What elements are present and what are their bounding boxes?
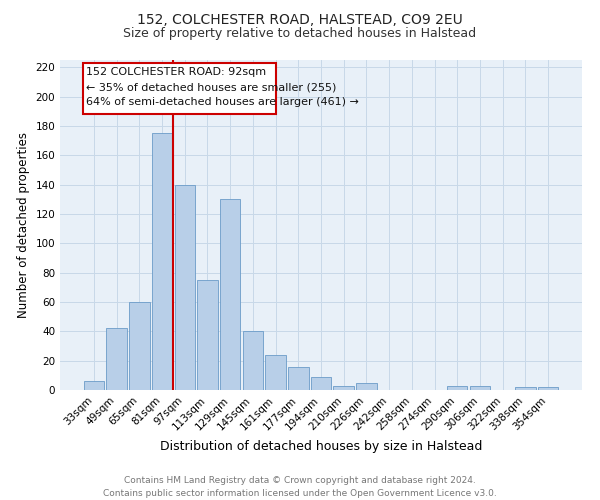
Bar <box>311 377 331 390</box>
Text: Size of property relative to detached houses in Halstead: Size of property relative to detached ho… <box>124 28 476 40</box>
Bar <box>356 382 377 390</box>
Bar <box>470 386 490 390</box>
Text: 64% of semi-detached houses are larger (461) →: 64% of semi-detached houses are larger (… <box>86 96 359 106</box>
Text: ← 35% of detached houses are smaller (255): ← 35% of detached houses are smaller (25… <box>86 82 337 92</box>
Text: 152 COLCHESTER ROAD: 92sqm: 152 COLCHESTER ROAD: 92sqm <box>86 68 266 78</box>
Bar <box>334 386 354 390</box>
X-axis label: Distribution of detached houses by size in Halstead: Distribution of detached houses by size … <box>160 440 482 453</box>
Bar <box>175 184 195 390</box>
Text: 152, COLCHESTER ROAD, HALSTEAD, CO9 2EU: 152, COLCHESTER ROAD, HALSTEAD, CO9 2EU <box>137 12 463 26</box>
Bar <box>220 200 241 390</box>
Text: Contains HM Land Registry data © Crown copyright and database right 2024.
Contai: Contains HM Land Registry data © Crown c… <box>103 476 497 498</box>
Bar <box>129 302 149 390</box>
Bar <box>288 366 308 390</box>
Bar <box>152 134 172 390</box>
Bar <box>197 280 218 390</box>
Bar <box>447 386 467 390</box>
Bar <box>242 332 263 390</box>
Bar <box>265 355 286 390</box>
Bar <box>538 387 558 390</box>
Bar <box>83 63 275 114</box>
Bar <box>515 387 536 390</box>
Bar <box>106 328 127 390</box>
Bar <box>84 381 104 390</box>
Y-axis label: Number of detached properties: Number of detached properties <box>17 132 30 318</box>
